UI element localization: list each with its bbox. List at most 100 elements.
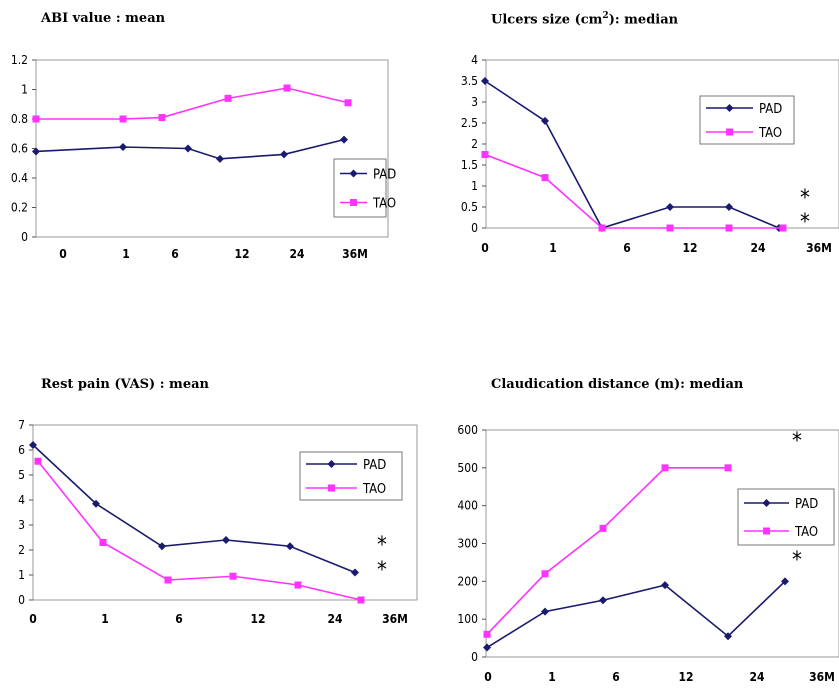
- data-point-tao: [32, 115, 40, 123]
- data-point-tao: [541, 174, 549, 182]
- y-tick-label: 1: [18, 568, 25, 582]
- y-tick-label: 3: [18, 518, 25, 532]
- rest-chart-title: Rest pain (VAS) : mean: [41, 377, 209, 392]
- ulcer-title-main: Ulcers size (cm: [491, 12, 603, 28]
- legend-swatch-marker: [725, 104, 734, 112]
- data-point-pad: [481, 77, 489, 85]
- data-point-tao: [541, 570, 549, 578]
- y-tick-label: 400: [457, 499, 478, 513]
- x-tick-label: 24: [289, 247, 305, 261]
- data-point-pad: [781, 577, 789, 586]
- legend-label: PAD: [759, 102, 782, 117]
- data-point-tao: [724, 464, 732, 472]
- data-point-tao: [666, 224, 674, 232]
- data-point-tao: [661, 464, 669, 472]
- series-line-tao: [484, 153, 783, 229]
- significance-asterisk: *: [792, 429, 802, 454]
- y-tick-label: 0: [21, 230, 28, 244]
- y-tick-label: 7: [18, 418, 25, 432]
- legend-box: [699, 95, 795, 145]
- data-point-pad: [222, 536, 230, 544]
- series-line-pad: [484, 80, 780, 229]
- legend-box: [299, 451, 403, 501]
- data-point-pad: [216, 154, 224, 163]
- x-tick-label: 0: [29, 612, 37, 626]
- y-tick-label: 0.6: [11, 142, 28, 156]
- x-tick-label: 0: [59, 247, 67, 261]
- data-point-pad: [119, 143, 127, 152]
- y-tick-label: 200: [457, 574, 478, 588]
- data-point-pad: [340, 135, 348, 144]
- y-tick-label: 1: [471, 179, 478, 193]
- data-point-tao: [483, 630, 491, 638]
- x-tick-label: 0: [484, 670, 492, 684]
- legend-box: [737, 488, 835, 546]
- abi-chart-title: ABI value : mean: [41, 11, 166, 26]
- data-point-pad: [541, 607, 549, 616]
- x-tick-label: 6: [623, 241, 631, 255]
- ulcer-title-tail: ): median: [608, 12, 679, 28]
- series-line-pad: [32, 444, 356, 574]
- x-tick-label: 36M: [342, 247, 368, 261]
- data-point-pad: [724, 632, 732, 641]
- y-tick-label: 1.2: [11, 53, 28, 67]
- data-point-tao: [119, 115, 127, 123]
- y-tick-label: 100: [457, 612, 478, 626]
- x-tick-label: 12: [234, 247, 249, 261]
- data-point-tao: [99, 539, 107, 546]
- data-point-pad: [541, 116, 549, 125]
- y-tick-label: 3: [471, 95, 478, 109]
- data-point-tao: [294, 581, 302, 589]
- y-tick-label: 0.8: [11, 112, 28, 126]
- y-tick-label: 6: [18, 443, 25, 457]
- y-tick-label: 1: [21, 83, 28, 97]
- data-point-pad: [184, 144, 192, 153]
- data-point-pad: [29, 441, 37, 449]
- x-tick-label: 0: [481, 241, 489, 255]
- y-tick-label: 2: [18, 543, 25, 557]
- data-point-tao: [599, 524, 607, 532]
- legend-swatch-marker: [763, 527, 770, 535]
- significance-asterisk: *: [792, 548, 802, 573]
- y-tick-label: 0.2: [11, 201, 28, 215]
- y-tick-label: 3.5: [461, 74, 478, 88]
- legend-swatch-marker: [327, 460, 336, 468]
- legend-label: TAO: [794, 525, 818, 540]
- legend-label: TAO: [372, 197, 396, 212]
- y-tick-label: 300: [457, 537, 478, 551]
- data-point-tao: [158, 114, 166, 122]
- x-tick-label: 36M: [809, 670, 835, 684]
- data-point-pad: [483, 643, 491, 652]
- legend-swatch-marker: [328, 484, 335, 492]
- data-point-pad: [599, 596, 607, 605]
- x-tick-label: 24: [327, 612, 343, 626]
- legend-label: TAO: [758, 126, 782, 141]
- data-point-tao: [481, 151, 489, 158]
- y-tick-label: 1.5: [461, 158, 478, 172]
- data-point-tao: [725, 224, 733, 232]
- x-tick-label: 12: [678, 670, 693, 684]
- ulcer-title-sup: 2: [602, 11, 609, 21]
- y-tick-label: 0.5: [461, 200, 478, 214]
- y-tick-label: 500: [457, 461, 478, 475]
- data-point-pad: [661, 581, 669, 590]
- y-tick-label: 0: [471, 650, 478, 664]
- legend-label: PAD: [795, 497, 818, 512]
- significance-asterisk: *: [377, 533, 387, 558]
- series-line-pad: [486, 580, 786, 649]
- claud-chart: 0 100 200 300 400 500 600 0 1 6 12 24 36M PAD TAO * *: [457, 423, 839, 684]
- x-tick-label: 1: [549, 241, 557, 255]
- data-point-pad: [280, 150, 288, 159]
- x-tick-label: 6: [175, 612, 183, 626]
- x-tick-label: 12: [250, 612, 265, 626]
- legend-box: [333, 158, 387, 218]
- claud-chart-title: Claudication distance (m): median: [491, 377, 744, 392]
- data-point-pad: [158, 542, 166, 551]
- significance-asterisk: *: [800, 186, 810, 211]
- legend-swatch-marker: [762, 499, 771, 507]
- x-tick-label: 12: [682, 241, 697, 255]
- y-tick-label: 4: [471, 53, 478, 67]
- y-tick-label: 5: [18, 468, 25, 482]
- data-point-tao: [224, 94, 232, 102]
